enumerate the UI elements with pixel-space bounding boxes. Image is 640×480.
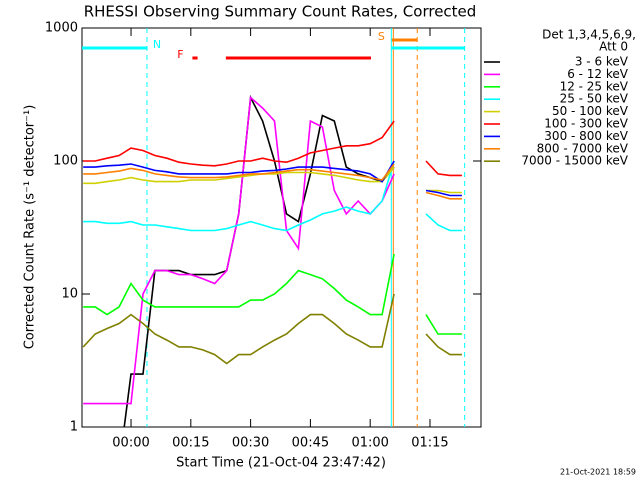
flag-label: F — [177, 48, 183, 61]
x-tick-label: 01:15 — [411, 436, 448, 451]
legend-label: 3 - 6 keV — [575, 55, 629, 69]
flag-label: S — [378, 30, 385, 43]
legend-label: 12 - 25 keV — [560, 79, 629, 93]
legend-label: 7000 - 15000 keV — [521, 154, 628, 168]
x-tick-label: 00:00 — [112, 436, 149, 451]
x-tick-label: 01:00 — [351, 436, 388, 451]
x-tick-label: 00:30 — [232, 436, 269, 451]
plot-area — [82, 28, 466, 427]
x-tick-label: 00:15 — [172, 436, 209, 451]
legend-label: 6 - 12 keV — [567, 67, 629, 81]
flag-label: N — [153, 38, 161, 51]
series-line — [83, 95, 395, 405]
plot-frame — [81, 27, 482, 428]
y-tick-label: 1 — [70, 420, 78, 435]
series-line — [83, 160, 462, 232]
legend-label: 800 - 7000 keV — [537, 141, 629, 155]
x-tick-label: 00:45 — [292, 436, 329, 451]
y-axis-label: Corrected Count Rate (s⁻¹ detector⁻¹) — [23, 105, 38, 350]
series-line — [83, 120, 462, 177]
y-tick-label: 100 — [53, 154, 78, 169]
legend-label: 50 - 100 keV — [552, 104, 629, 118]
y-tick-label: 1000 — [45, 21, 78, 36]
series-line — [83, 166, 462, 194]
series-line — [83, 253, 462, 335]
footer: 21-Oct-2021 18:59 — [560, 468, 636, 477]
series-line — [83, 163, 462, 200]
legend-title: Det 1,3,4,5,6,9, — [542, 28, 636, 42]
series-line — [83, 160, 462, 197]
series-line — [82, 293, 462, 365]
legend-label: 100 - 300 keV — [544, 117, 628, 131]
chart-title: RHESSI Observing Summary Count Rates, Co… — [84, 3, 477, 21]
legend-label: 25 - 50 keV — [560, 92, 629, 106]
y-tick-label: 10 — [61, 287, 78, 302]
legend-label: 300 - 800 keV — [544, 129, 628, 143]
series-line — [123, 94, 395, 427]
x-axis-label: Start Time (21-Oct-04 23:47:42) — [176, 456, 386, 471]
legend-title: Att 0 — [599, 40, 628, 54]
